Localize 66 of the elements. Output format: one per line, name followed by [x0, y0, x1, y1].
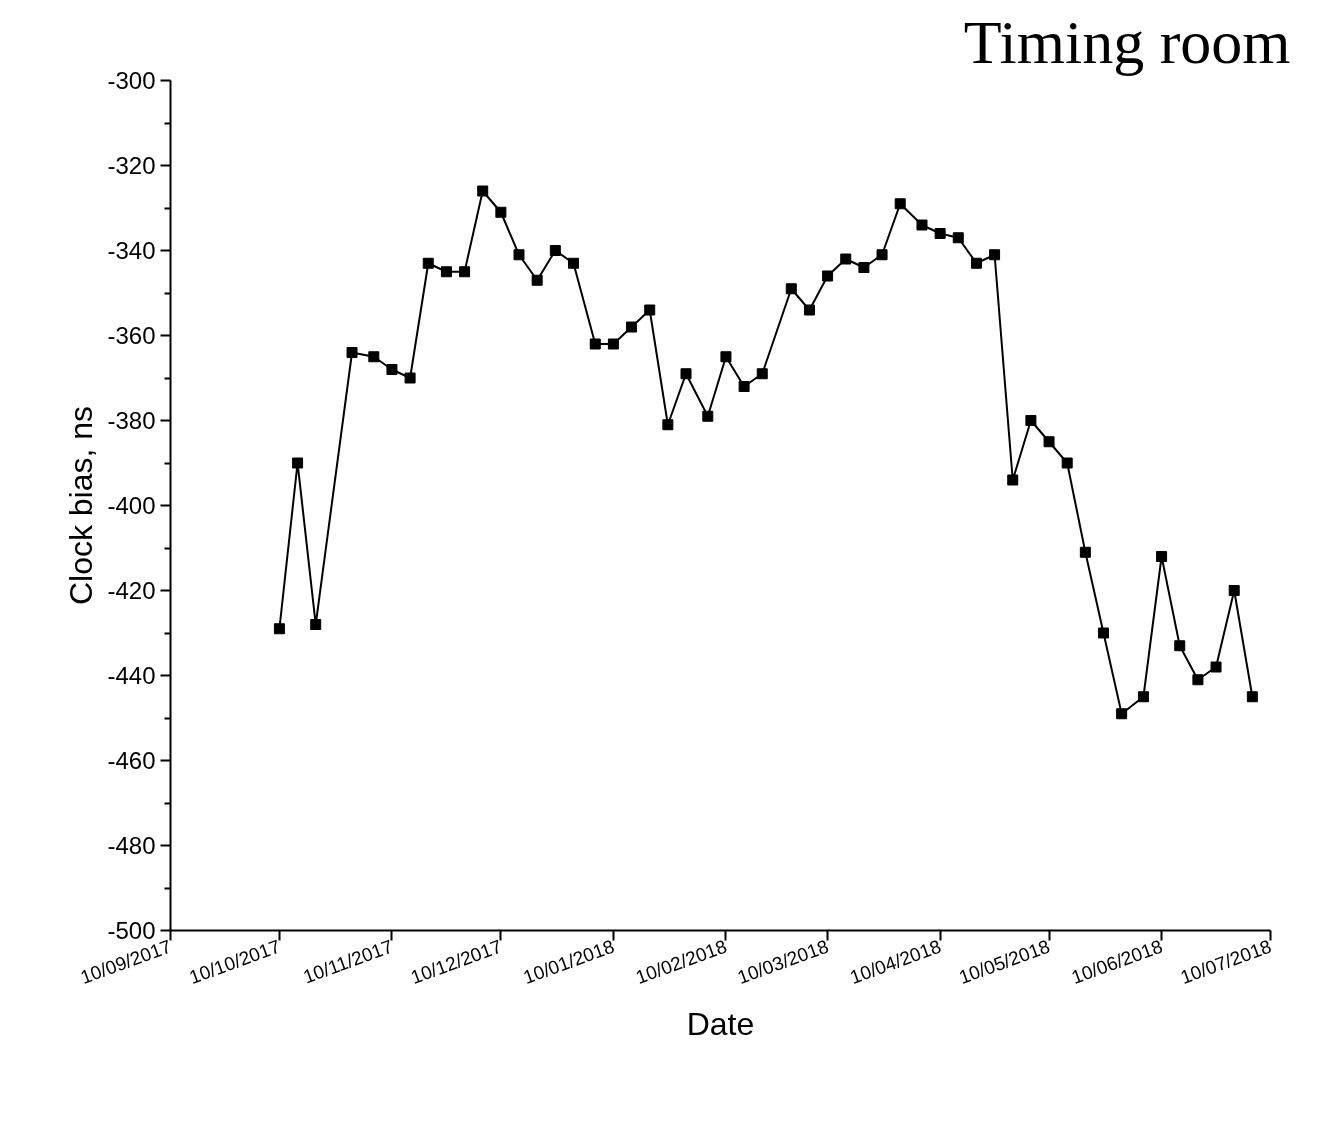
point — [934, 228, 946, 239]
point — [952, 232, 964, 244]
point — [567, 257, 579, 269]
y-axis-title: Clock bias, ns — [63, 405, 100, 606]
x-axis-title: Date — [686, 1005, 755, 1042]
point — [644, 304, 656, 316]
point — [970, 257, 982, 269]
point — [549, 245, 561, 256]
point — [989, 249, 1001, 261]
point — [495, 206, 507, 218]
point — [531, 274, 543, 286]
point — [1061, 457, 1073, 469]
point — [1007, 474, 1019, 486]
point — [626, 321, 638, 333]
point — [1137, 691, 1149, 703]
point — [1156, 551, 1168, 562]
point — [459, 266, 471, 278]
point — [440, 266, 452, 278]
point — [346, 347, 358, 358]
point — [292, 457, 304, 469]
point — [422, 257, 434, 269]
y-tick-label: -360 — [107, 322, 156, 349]
y-tick-label: -440 — [107, 662, 156, 689]
point — [1210, 661, 1222, 673]
y-tick-label: -500 — [107, 917, 156, 944]
point — [368, 351, 380, 363]
point — [1228, 585, 1240, 596]
point — [680, 368, 692, 380]
point — [662, 419, 674, 431]
point — [1098, 627, 1109, 639]
point — [894, 198, 906, 210]
point — [702, 410, 714, 422]
point — [785, 283, 797, 295]
point — [589, 338, 601, 350]
y-tick-label: -420 — [107, 577, 156, 604]
y-tick-label: -320 — [107, 152, 156, 179]
point — [404, 372, 416, 384]
point — [1192, 674, 1204, 686]
point — [916, 219, 928, 231]
point — [1116, 708, 1128, 720]
y-tick-label: -300 — [107, 67, 156, 94]
point — [738, 381, 750, 392]
point — [840, 253, 852, 265]
point — [477, 185, 489, 197]
y-tick-label: -340 — [107, 237, 156, 264]
point — [720, 351, 732, 363]
chart-title: Timing room — [963, 7, 1291, 76]
y-tick-label: -460 — [107, 747, 156, 774]
y-tick-label: -400 — [107, 492, 156, 519]
point — [1025, 415, 1037, 426]
point — [1043, 436, 1055, 448]
point — [1174, 640, 1186, 652]
point — [858, 262, 870, 273]
point — [513, 249, 525, 261]
point — [607, 338, 619, 350]
point — [273, 623, 285, 635]
y-tick-label: -380 — [107, 407, 156, 434]
point — [876, 249, 888, 261]
point — [386, 364, 398, 375]
point — [1246, 691, 1258, 703]
y-tick-label: -480 — [107, 832, 156, 859]
point — [822, 270, 834, 282]
point — [803, 304, 815, 316]
point — [756, 368, 768, 380]
point — [1079, 546, 1091, 558]
point — [310, 619, 322, 630]
